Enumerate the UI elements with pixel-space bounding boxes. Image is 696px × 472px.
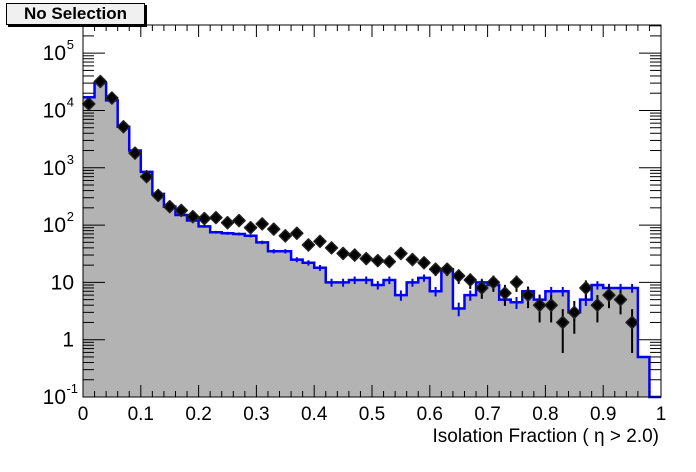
data-point <box>266 222 281 236</box>
data-point <box>371 253 385 268</box>
y-tick-label: 10 <box>43 157 66 180</box>
x-tick-label: 0.3 <box>243 404 269 425</box>
data-point <box>93 74 108 89</box>
x-tick-label: 0.1 <box>128 404 154 425</box>
data-point <box>278 229 293 243</box>
x-tick-label: 0.4 <box>301 404 328 425</box>
data-point <box>417 256 431 270</box>
data-point <box>232 213 246 228</box>
x-tick-label: 0 <box>78 404 89 425</box>
data-point <box>613 292 628 307</box>
data-series <box>82 74 639 354</box>
data-point <box>440 262 454 276</box>
data-point <box>498 286 512 300</box>
y-tick-label: 10 <box>43 386 66 409</box>
data-point <box>197 211 212 226</box>
y-tick-label: 10 <box>43 214 66 237</box>
data-point <box>532 298 547 312</box>
data-point <box>555 315 570 330</box>
data-point <box>186 209 200 224</box>
data-point <box>475 281 489 295</box>
x-tick-label: 0.7 <box>474 404 500 425</box>
data-point <box>544 298 558 312</box>
y-tick-exponent: -1 <box>66 381 78 396</box>
data-point <box>486 275 501 290</box>
data-point <box>139 169 154 184</box>
data-point <box>567 305 582 320</box>
y-tick-exponent: 3 <box>67 152 74 167</box>
data-point <box>220 215 235 230</box>
y-tick-label: 1 <box>62 329 74 352</box>
y-tick-label: 10 <box>51 271 74 294</box>
data-point <box>428 262 443 276</box>
data-point <box>590 298 605 312</box>
data-point <box>162 199 177 214</box>
data-point <box>255 217 269 231</box>
data-point <box>602 288 616 302</box>
data-point <box>128 146 142 160</box>
data-point <box>301 238 316 252</box>
data-point <box>209 210 223 225</box>
x-tick-label: 0.6 <box>417 404 443 425</box>
data-point <box>394 246 408 261</box>
y-tick-exponent: 5 <box>67 37 74 52</box>
histogram-fill-area <box>83 83 661 398</box>
data-point <box>451 269 466 283</box>
data-point <box>463 273 478 287</box>
histogram-fill <box>83 83 661 398</box>
data-point <box>82 97 96 111</box>
x-tick-label: 1 <box>656 404 667 425</box>
data-point <box>105 91 119 105</box>
data-point <box>324 241 339 255</box>
x-tick-label: 0.9 <box>590 404 616 425</box>
data-point <box>151 188 165 203</box>
data-point <box>116 119 131 134</box>
data-point <box>579 281 593 295</box>
data-point <box>336 246 350 261</box>
data-point <box>625 315 639 330</box>
x-tick-label: 0.2 <box>185 404 211 425</box>
y-tick-exponent: 2 <box>67 209 74 224</box>
data-point <box>382 254 397 269</box>
data-point <box>521 288 535 302</box>
x-tick-label: 0.8 <box>532 404 558 425</box>
x-tick-label: 0.5 <box>359 404 385 425</box>
y-tick-label: 10 <box>43 42 66 65</box>
data-point <box>405 252 420 267</box>
data-point <box>243 220 258 235</box>
data-point <box>174 203 189 218</box>
y-tick-exponent: 4 <box>67 94 74 109</box>
data-point <box>509 275 524 290</box>
data-point <box>313 234 327 249</box>
data-point <box>290 226 304 241</box>
plot-title: No Selection <box>6 3 145 25</box>
data-point <box>359 251 373 266</box>
y-tick-label: 10 <box>43 99 66 122</box>
data-point <box>347 248 362 262</box>
x-axis-label: Isolation Fraction ( η > 2.0) <box>432 426 659 447</box>
